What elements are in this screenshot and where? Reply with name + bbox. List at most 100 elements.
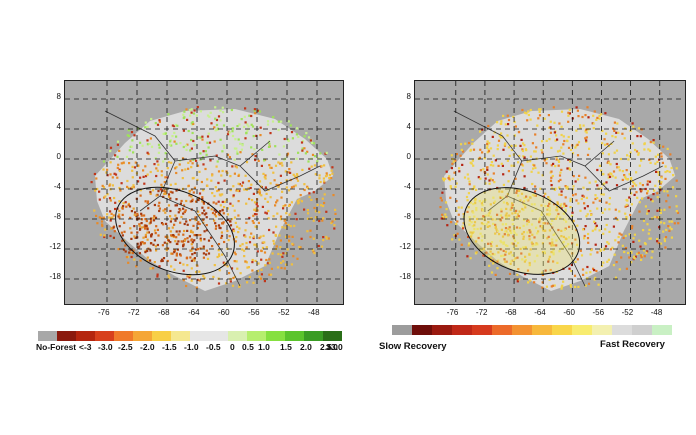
map-pixel [155,167,158,170]
map-pixel [171,124,174,127]
map-pixel [254,225,257,228]
map-pixel [243,188,246,191]
map-pixel [559,204,562,207]
map-pixel [461,225,464,228]
map-pixel [325,151,328,154]
map-pixel [211,174,214,177]
map-pixel [609,163,612,166]
map-pixel [199,239,202,242]
map-pixel [545,139,548,142]
map-pixel [479,227,482,230]
map-pixel [175,142,178,145]
map-pixel [244,229,247,232]
map-pixel [185,108,188,111]
map-pixel [129,227,132,230]
map-pixel [216,160,219,163]
map-pixel [128,205,132,208]
map-pixel [491,179,494,182]
map-pixel [205,212,208,215]
map-pixel [217,200,220,203]
map-pixel [492,201,496,204]
map-pixel [215,123,219,127]
map-pixel [552,248,555,251]
map-pixel [253,108,256,111]
map-pixel [480,202,483,205]
map-pixel [594,180,597,183]
map-pixel [569,206,572,209]
fast-recovery-label: Fast Recovery [600,339,665,350]
map-pixel [156,123,160,126]
map-pixel [321,204,325,208]
map-pixel [126,179,129,183]
map-pixel [195,286,198,289]
map-pixel [540,204,543,207]
map-pixel [202,150,205,153]
map-pixel [191,246,194,249]
map-pixel [613,121,616,124]
map-pixel [595,118,598,121]
map-pixel [675,167,678,170]
legend-swatch [392,325,412,335]
map-pixel [146,139,149,142]
map-pixel [601,211,604,214]
map-pixel [131,251,134,255]
map-pixel [167,227,171,230]
map-pixel [617,131,620,134]
map-pixel [618,169,621,172]
map-pixel [496,267,499,270]
map-pixel [635,184,638,187]
map-pixel [487,124,490,128]
map-pixel [472,203,475,206]
map-pixel [585,196,588,199]
map-pixel [275,201,278,204]
map-pixel [264,174,267,177]
map-pixel [501,190,504,193]
map-pixel [613,151,616,154]
map-pixel [520,163,523,166]
map-pixel [251,153,254,156]
map-pixel [449,196,452,199]
map-pixel [313,155,317,158]
map-pixel [536,124,539,127]
map-pixel [528,264,531,267]
map-pixel [457,206,460,209]
map-pixel [223,240,226,244]
map-pixel [528,261,531,265]
map-pixel [173,223,176,226]
graticule [65,81,343,304]
map-pixel [160,174,163,177]
map-pixel [178,208,181,211]
map-pixel [247,187,250,190]
map-pixel [529,108,532,112]
map-pixel [272,116,275,119]
map-pixel [258,275,261,278]
map-pixel [214,222,217,225]
map-pixel [621,178,624,181]
map-pixel [127,129,130,132]
map-pixel [537,171,540,174]
map-pixel [196,248,200,251]
map-pixel [180,199,183,203]
legend-label: -3.0 [98,342,113,352]
map-pixel [608,230,611,233]
map-pixel [284,204,287,207]
map-pixel [152,243,155,246]
map-pixel [551,238,554,241]
map-pixel [180,240,183,243]
map-pixel [208,115,211,118]
map-pixel [659,185,662,189]
map-pixel [243,125,246,128]
map-pixel [270,166,273,169]
map-pixel [639,135,642,138]
map-pixel [189,109,192,112]
map-pixel [563,228,566,231]
map-pixel [484,214,487,217]
map-pixel [206,184,209,187]
map-pixel [114,173,118,176]
map-pixel [636,252,639,255]
map-pixel [167,247,170,250]
map-pixel [236,152,239,155]
map-pixel [207,252,211,255]
map-pixel [178,163,181,166]
map-pixel [625,169,628,172]
